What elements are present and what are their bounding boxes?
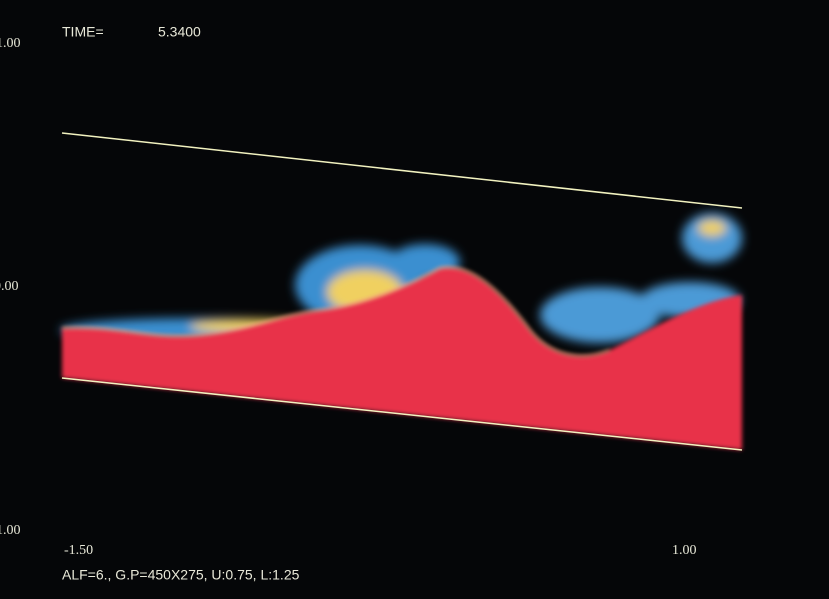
x-right-label: 1.00 bbox=[672, 543, 697, 558]
y-top-label: 1.00 bbox=[0, 36, 21, 51]
time-value: 5.3400 bbox=[158, 24, 201, 40]
parameters: ALF=6., G.P=450X275, U:0.75, L:1.25 bbox=[62, 567, 300, 583]
time-label: TIME= bbox=[62, 24, 104, 40]
screen: TIME= 5.3400 1.00 0.00 1.00 -1.50 1.00 A… bbox=[0, 0, 829, 599]
y-mid-label: 0.00 bbox=[0, 279, 19, 294]
y-bottom-label: 1.00 bbox=[0, 523, 21, 538]
x-left-label: -1.50 bbox=[64, 543, 93, 558]
